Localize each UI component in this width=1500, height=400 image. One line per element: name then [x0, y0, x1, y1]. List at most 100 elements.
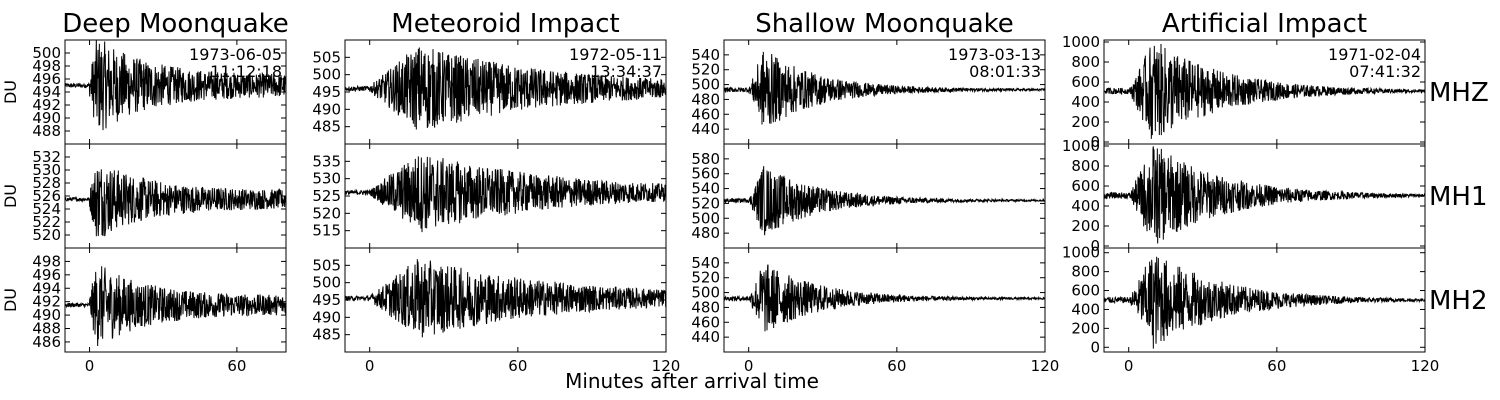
x-tick-label: 0: [85, 357, 95, 375]
y-tick-label: 488: [32, 320, 61, 338]
y-axis-label: DU: [1, 288, 20, 312]
waveform-mh2: [724, 264, 1045, 332]
y-tick-label: 528: [32, 174, 61, 192]
y-axis-label: DU: [1, 184, 20, 208]
y-tick-label: 400: [1071, 93, 1100, 111]
y-tick-label: 492: [32, 293, 61, 311]
x-axis-label: Minutes after arrival time: [565, 369, 819, 393]
event-time: 07:41:32: [1349, 62, 1421, 81]
y-tick-label: 800: [1071, 157, 1100, 175]
y-tick-label: 490: [32, 306, 61, 324]
y-tick-label: 486: [32, 333, 61, 351]
column-title: Deep Moonquake: [62, 9, 289, 39]
y-tick-label: 495: [312, 291, 341, 309]
y-tick-label: 400: [1071, 300, 1100, 318]
y-tick-label: 600: [1071, 177, 1100, 195]
y-tick-label: 500: [691, 76, 720, 94]
y-tick-label: 490: [32, 109, 61, 127]
waveform-mh2: [1104, 256, 1425, 349]
y-tick-label: 800: [1071, 53, 1100, 71]
panel-frame: [723, 247, 1046, 353]
y-tick-label: 500: [691, 209, 720, 227]
panel-frame: [64, 247, 287, 353]
y-tick-label: 800: [1071, 263, 1100, 281]
y-tick-label: 440: [691, 328, 720, 346]
y-tick-label: 520: [32, 226, 61, 244]
waveform-mhz: [1104, 43, 1425, 139]
y-tick-label: 530: [312, 170, 341, 188]
y-tick-label: 0: [1090, 338, 1100, 356]
y-tick-label: 200: [1071, 217, 1100, 235]
y-tick-label: 520: [691, 269, 720, 287]
x-tick-label: 0: [744, 357, 754, 375]
y-tick-label: 540: [691, 254, 720, 272]
y-tick-label: 494: [32, 83, 61, 101]
y-tick-label: 480: [691, 90, 720, 108]
y-tick-label: 600: [1071, 282, 1100, 300]
event-time: 13:34:37: [590, 62, 662, 81]
y-tick-label: 0: [1090, 237, 1100, 255]
y-tick-label: 496: [32, 266, 61, 284]
x-tick-label: 60: [508, 357, 527, 375]
y-tick-label: 1000: [1062, 33, 1100, 51]
event-date: 1973-03-13: [948, 45, 1041, 64]
channel-label: MHZ: [1429, 78, 1489, 108]
column-title: Shallow Moonquake: [755, 9, 1014, 39]
y-tick-label: 1000: [1062, 244, 1100, 262]
y-tick-label: 200: [1071, 319, 1100, 337]
y-tick-label: 500: [312, 66, 341, 84]
y-tick-label: 490: [312, 100, 341, 118]
y-tick-label: 1000: [1062, 137, 1100, 155]
y-tick-label: 0: [1090, 133, 1100, 151]
waveform-mh1: [345, 156, 666, 233]
waveform-mh1: [724, 166, 1045, 236]
x-tick-label: 60: [887, 357, 906, 375]
y-tick-label: 532: [32, 148, 61, 166]
y-tick-label: 440: [691, 120, 720, 138]
y-tick-label: 460: [691, 105, 720, 123]
y-tick-label: 520: [691, 61, 720, 79]
y-tick-label: 495: [312, 83, 341, 101]
panel-frame: [1103, 247, 1426, 353]
y-tick-label: 540: [691, 46, 720, 64]
y-tick-label: 500: [691, 284, 720, 302]
y-tick-label: 600: [1071, 73, 1100, 91]
y-tick-label: 200: [1071, 113, 1100, 131]
y-tick-label: 520: [691, 194, 720, 212]
waveform-mhz: [724, 51, 1045, 125]
y-tick-label: 490: [312, 308, 341, 326]
y-tick-label: 500: [32, 44, 61, 62]
y-tick-label: 500: [312, 274, 341, 292]
y-tick-label: 498: [32, 252, 61, 270]
event-time: 11:12:18: [210, 62, 282, 81]
channel-label: MH1: [1429, 182, 1488, 212]
y-axis-label: DU: [1, 80, 20, 104]
waveform-mh2: [345, 259, 666, 338]
waveform-mhz: [345, 47, 666, 130]
y-tick-label: 485: [312, 326, 341, 344]
waveform-mh2: [65, 266, 286, 347]
y-tick-label: 494: [32, 279, 61, 297]
y-tick-label: 492: [32, 96, 61, 114]
y-tick-label: 400: [1071, 197, 1100, 215]
panel-3-1: 0 200 400 600 800 1000 MH1: [1062, 137, 1488, 255]
x-tick-label: 120: [1411, 357, 1440, 375]
y-tick-label: 524: [32, 200, 61, 218]
x-tick-label: 0: [1124, 357, 1134, 375]
y-tick-label: 580: [691, 150, 720, 168]
y-tick-label: 560: [691, 165, 720, 183]
y-tick-label: 505: [312, 256, 341, 274]
event-date: 1971-02-04: [1328, 45, 1421, 64]
waveform-mh1: [1104, 146, 1425, 244]
x-tick-label: 120: [1031, 357, 1060, 375]
